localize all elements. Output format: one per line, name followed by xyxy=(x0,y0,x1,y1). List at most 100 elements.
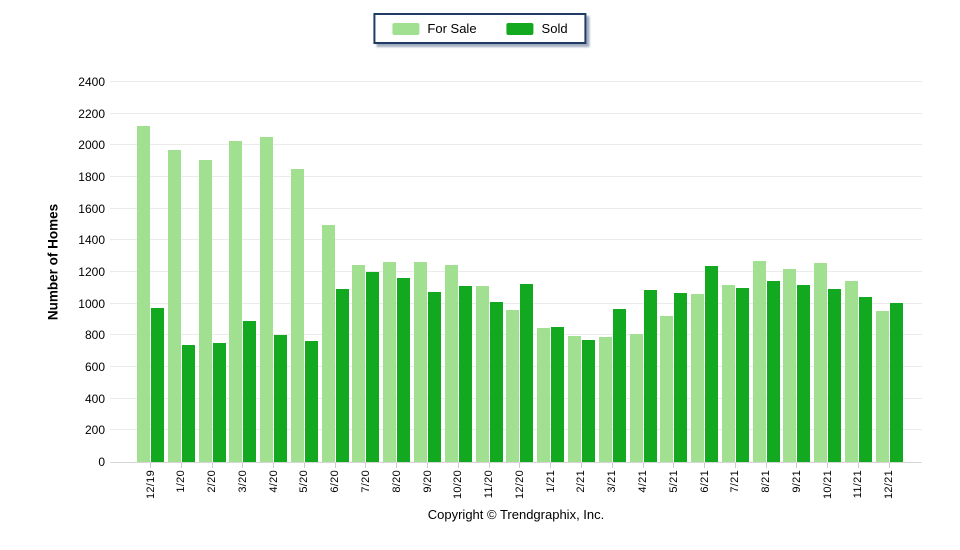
bar-for-sale[interactable] xyxy=(198,160,212,462)
bar-sold[interactable] xyxy=(181,345,195,462)
bar-group: 2/20 xyxy=(198,82,226,493)
bar-sold[interactable] xyxy=(889,303,903,462)
bar-for-sale[interactable] xyxy=(321,225,335,462)
x-axis-label: 11/20 xyxy=(483,470,496,499)
bar-sold[interactable] xyxy=(366,272,380,462)
y-tick-label: 800 xyxy=(84,328,105,343)
gridline xyxy=(110,207,922,209)
bar-group: 5/20 xyxy=(290,82,318,493)
bar-for-sale[interactable] xyxy=(629,334,643,462)
bar-for-sale[interactable] xyxy=(721,285,735,462)
x-axis-label: 9/20 xyxy=(421,470,434,493)
x-axis-label: 6/20 xyxy=(329,470,342,493)
legend-item-for-sale[interactable]: For Sale xyxy=(392,21,477,36)
bar-sold[interactable] xyxy=(674,293,688,462)
gridline xyxy=(110,112,922,114)
bar-for-sale[interactable] xyxy=(137,126,150,462)
bar-sold[interactable] xyxy=(397,278,411,462)
bar-sold[interactable] xyxy=(335,289,349,462)
gridline xyxy=(110,302,922,304)
bar-sold[interactable] xyxy=(705,266,719,462)
bar-sold[interactable] xyxy=(612,309,626,462)
bar-for-sale[interactable] xyxy=(290,169,304,462)
bar-for-sale[interactable] xyxy=(383,262,397,462)
bar-sold[interactable] xyxy=(520,284,534,462)
x-tick-mark xyxy=(704,463,706,468)
x-axis-label: 10/20 xyxy=(452,470,465,500)
bars-container: 12/19 1/20 2/20 3/20 4/20 5/20 6/20 7/20 8/20 9/2… xyxy=(137,82,903,499)
bar-group: 5/21 xyxy=(660,82,688,493)
legend-item-sold[interactable]: Sold xyxy=(506,21,568,36)
bar-sold[interactable] xyxy=(797,285,811,462)
y-tick-label: 1800 xyxy=(78,170,105,184)
bar-group: 10/20 xyxy=(444,82,472,499)
bar-for-sale[interactable] xyxy=(844,281,858,462)
bar-sold[interactable] xyxy=(643,290,657,462)
bar-for-sale[interactable] xyxy=(567,336,581,462)
bar-for-sale[interactable] xyxy=(660,316,674,462)
bar-sold[interactable] xyxy=(243,321,257,462)
bar-for-sale[interactable] xyxy=(537,328,551,462)
bar-for-sale[interactable] xyxy=(598,337,612,462)
bar-sold[interactable] xyxy=(828,289,842,462)
bar-sold[interactable] xyxy=(766,281,780,462)
x-tick-mark xyxy=(580,463,582,468)
bar-group: 12/21 xyxy=(875,82,903,499)
x-axis-label: 12/20 xyxy=(513,470,526,500)
bar-sold[interactable] xyxy=(428,292,442,462)
x-tick-mark xyxy=(334,463,336,468)
bar-for-sale[interactable] xyxy=(229,141,243,462)
x-tick-mark xyxy=(150,463,151,468)
bar-sold[interactable] xyxy=(151,308,164,462)
bar-for-sale[interactable] xyxy=(414,262,428,462)
bar-sold[interactable] xyxy=(581,340,595,462)
bar-for-sale[interactable] xyxy=(814,263,828,462)
bar-for-sale[interactable] xyxy=(752,261,766,462)
y-tick-label: 200 xyxy=(84,423,105,438)
bar-group: 4/21 xyxy=(629,82,657,493)
bar-sold[interactable] xyxy=(858,297,872,462)
bar-group: 11/21 xyxy=(844,82,872,498)
bar-group: 2/21 xyxy=(567,82,595,493)
bar-sold[interactable] xyxy=(274,335,288,462)
bar-group: 9/21 xyxy=(783,82,811,493)
gridline xyxy=(110,239,922,241)
bar-group: 8/20 xyxy=(383,82,411,493)
x-axis-label: 7/20 xyxy=(359,470,372,493)
bar-for-sale[interactable] xyxy=(352,265,366,462)
bar-group: 7/21 xyxy=(721,82,749,493)
x-tick-mark xyxy=(273,463,275,468)
x-tick-mark xyxy=(211,463,213,468)
bar-for-sale[interactable] xyxy=(875,311,889,462)
bar-sold[interactable] xyxy=(304,341,318,462)
bar-for-sale[interactable] xyxy=(475,286,489,462)
bar-group: 12/20 xyxy=(506,82,534,499)
x-axis-label: 2/20 xyxy=(206,470,219,493)
bar-for-sale[interactable] xyxy=(444,265,458,462)
x-axis-label: 11/21 xyxy=(852,470,865,499)
bar-sold[interactable] xyxy=(212,343,226,462)
bar-group: 1/21 xyxy=(537,82,565,493)
plot-area: 12/19 1/20 2/20 3/20 4/20 5/20 6/20 7/20 8/20 9/2… xyxy=(110,81,922,499)
bar-group: 3/20 xyxy=(229,82,257,493)
bar-for-sale[interactable] xyxy=(691,294,705,462)
x-axis-label: 12/19 xyxy=(144,470,157,500)
x-tick-mark xyxy=(488,463,490,468)
bar-group: 4/20 xyxy=(260,82,288,493)
bar-for-sale[interactable] xyxy=(506,310,520,462)
x-axis-label: 4/20 xyxy=(267,470,280,493)
bar-sold[interactable] xyxy=(489,302,503,462)
y-tick-label: 2000 xyxy=(78,138,105,153)
x-tick-mark xyxy=(242,463,244,468)
x-axis-label: 7/21 xyxy=(729,470,742,493)
sold-swatch-icon xyxy=(506,22,534,35)
bar-for-sale[interactable] xyxy=(783,269,797,462)
bar-for-sale[interactable] xyxy=(167,150,181,462)
for-sale-swatch-icon xyxy=(392,22,420,35)
bar-sold[interactable] xyxy=(735,288,749,462)
bar-for-sale[interactable] xyxy=(260,137,274,462)
bar-sold[interactable] xyxy=(551,327,565,462)
bar-group: 11/20 xyxy=(475,82,503,498)
bar-sold[interactable] xyxy=(458,286,472,462)
